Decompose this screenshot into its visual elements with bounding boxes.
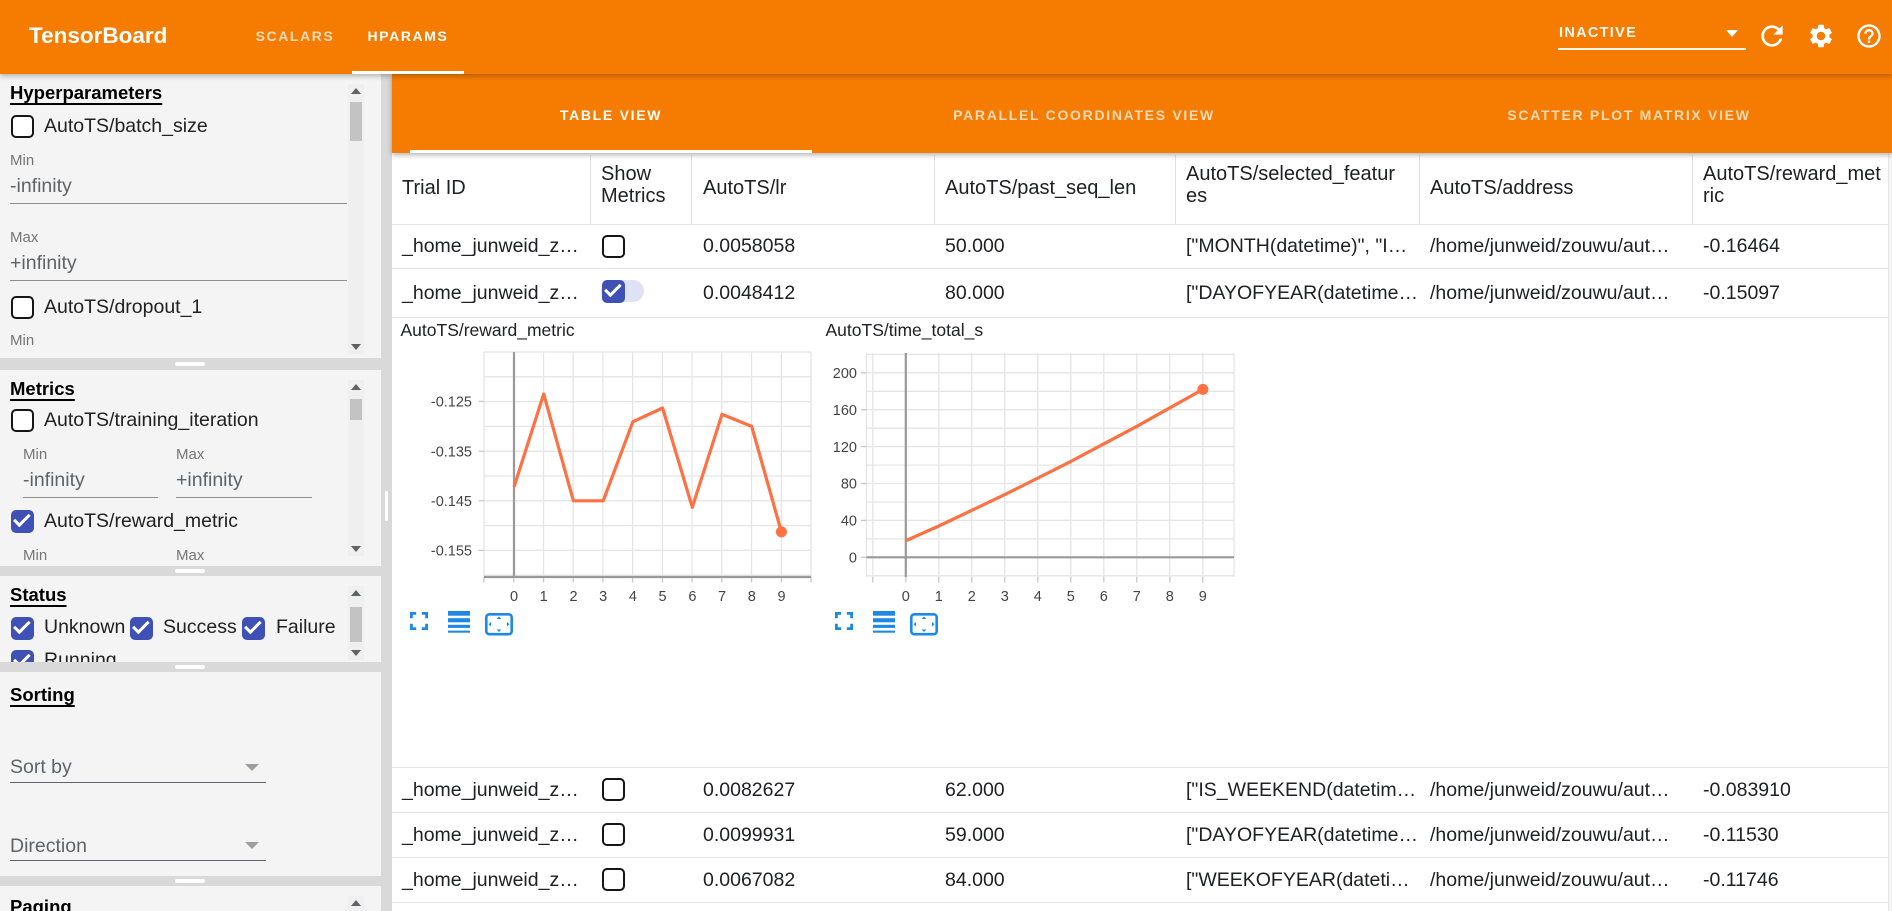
svg-text:7: 7 xyxy=(1133,589,1141,605)
svg-text:9: 9 xyxy=(777,589,785,605)
svg-text:5: 5 xyxy=(659,589,667,605)
svg-text:1: 1 xyxy=(935,589,943,605)
svg-text:3: 3 xyxy=(599,589,607,605)
svg-text:-0.145: -0.145 xyxy=(431,494,472,510)
svg-text:80: 80 xyxy=(841,477,857,493)
svg-text:4: 4 xyxy=(629,589,637,605)
svg-text:3: 3 xyxy=(1001,589,1009,605)
svg-text:9: 9 xyxy=(1199,589,1207,605)
svg-text:5: 5 xyxy=(1067,589,1075,605)
svg-text:2: 2 xyxy=(968,589,976,605)
svg-text:-0.135: -0.135 xyxy=(431,444,472,460)
svg-text:0: 0 xyxy=(849,551,857,567)
svg-text:0: 0 xyxy=(510,589,518,605)
svg-text:7: 7 xyxy=(718,589,726,605)
svg-text:40: 40 xyxy=(841,514,857,530)
svg-text:-0.125: -0.125 xyxy=(431,395,472,411)
svg-text:-0.155: -0.155 xyxy=(431,544,472,560)
svg-text:4: 4 xyxy=(1034,589,1042,605)
svg-text:160: 160 xyxy=(833,403,857,419)
svg-text:120: 120 xyxy=(833,440,857,456)
svg-text:8: 8 xyxy=(748,589,756,605)
svg-text:0: 0 xyxy=(902,589,910,605)
svg-text:6: 6 xyxy=(688,589,696,605)
svg-text:1: 1 xyxy=(540,589,548,605)
svg-text:6: 6 xyxy=(1100,589,1108,605)
svg-text:8: 8 xyxy=(1166,589,1174,605)
svg-text:200: 200 xyxy=(833,366,857,382)
svg-text:AutoTS/time_total_s: AutoTS/time_total_s xyxy=(826,320,984,341)
svg-text:AutoTS/reward_metric: AutoTS/reward_metric xyxy=(401,320,575,341)
svg-text:2: 2 xyxy=(569,589,577,605)
